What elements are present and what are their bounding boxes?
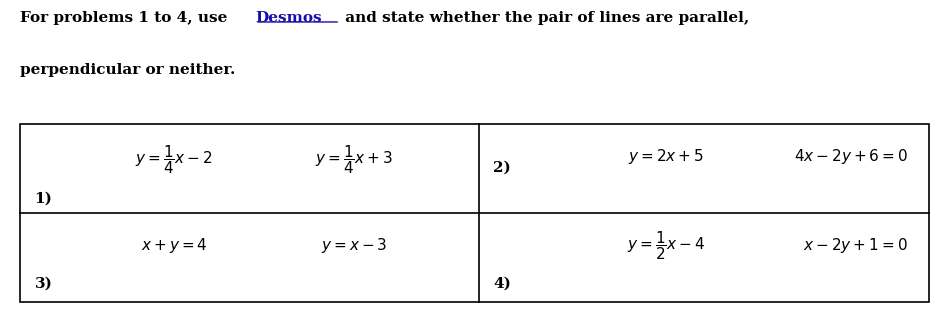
Text: $y = x - 3$: $y = x - 3$ xyxy=(321,236,387,255)
Text: $y = 2x + 5$: $y = 2x + 5$ xyxy=(628,147,704,166)
Text: $y = \dfrac{1}{2}x - 4$: $y = \dfrac{1}{2}x - 4$ xyxy=(627,229,705,262)
Text: 2): 2) xyxy=(493,161,512,175)
Text: $x - 2y + 1 = 0$: $x - 2y + 1 = 0$ xyxy=(803,236,907,255)
Text: $4x - 2y + 6 = 0$: $4x - 2y + 6 = 0$ xyxy=(793,147,907,166)
Text: and state whether the pair of lines are parallel,: and state whether the pair of lines are … xyxy=(340,11,750,24)
Text: 1): 1) xyxy=(34,192,52,206)
Text: Desmos: Desmos xyxy=(255,11,322,24)
FancyBboxPatch shape xyxy=(20,124,929,303)
Text: 3): 3) xyxy=(34,276,52,290)
Text: 4): 4) xyxy=(493,276,512,290)
Text: For problems 1 to 4, use: For problems 1 to 4, use xyxy=(20,11,233,24)
Text: $x + y = 4$: $x + y = 4$ xyxy=(140,236,208,255)
Text: perpendicular or neither.: perpendicular or neither. xyxy=(20,63,235,77)
Text: $y = \dfrac{1}{4}x + 3$: $y = \dfrac{1}{4}x + 3$ xyxy=(315,143,393,176)
Text: $y = \dfrac{1}{4}x - 2$: $y = \dfrac{1}{4}x - 2$ xyxy=(136,143,213,176)
